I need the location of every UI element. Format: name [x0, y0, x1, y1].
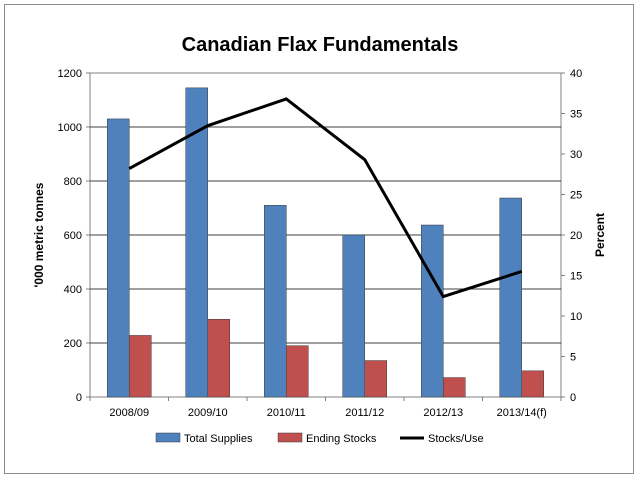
bars — [107, 87, 544, 398]
y2-tick-label: 5 — [570, 352, 576, 364]
y-tick-label: 600 — [64, 230, 82, 242]
chart-title: Canadian Flax Fundamentals — [182, 34, 459, 56]
x-tick-label: 2009/10 — [188, 407, 228, 419]
total-supplies-bar — [421, 224, 444, 398]
y2-axis-title: Percent — [593, 213, 607, 257]
tick-labels: 0 200 400 600 800 1000 1200 0 5 10 15 20 25 30 35 40 200… — [58, 68, 583, 419]
y-tick-label: 0 — [76, 392, 82, 404]
legend-label: Stocks/Use — [428, 433, 484, 445]
stocks-use-line-path — [128, 97, 523, 299]
y2-tick-label: 25 — [570, 190, 582, 202]
total-supplies-bar — [264, 205, 287, 398]
total-supplies-bar — [342, 234, 365, 398]
x-tick-label: 2013/14(f) — [497, 407, 547, 419]
legend-swatch — [277, 432, 303, 443]
ending-stocks-bar — [443, 377, 466, 398]
ending-stocks-bar — [129, 335, 152, 398]
total-supplies-bar — [107, 118, 130, 398]
stocks-use-line — [128, 97, 523, 299]
ending-stocks-bar — [286, 345, 309, 398]
y2-tick-label: 10 — [570, 311, 582, 323]
y2-tick-label: 20 — [570, 230, 582, 242]
x-tick-label: 2010/11 — [267, 407, 306, 419]
total-supplies-bar — [185, 87, 208, 398]
legend: Total Supplies Ending Stocks Stocks/Use — [155, 432, 484, 445]
ending-stocks-bar — [364, 360, 387, 398]
legend-label: Ending Stocks — [306, 433, 377, 445]
total-supplies-bar — [499, 197, 522, 398]
y-tick-label: 800 — [64, 176, 82, 188]
y-tick-label: 1000 — [58, 122, 82, 134]
y2-tick-label: 15 — [570, 271, 582, 283]
x-tick-label: 2012/13 — [423, 407, 463, 419]
legend-swatch — [155, 432, 181, 443]
x-tick-label: 2008/09 — [109, 407, 149, 419]
x-tick-label: 2011/12 — [345, 407, 384, 419]
legend-label: Total Supplies — [184, 433, 253, 445]
y2-tick-label: 40 — [570, 68, 582, 80]
y2-tick-label: 0 — [570, 392, 576, 404]
axes — [86, 72, 565, 401]
ending-stocks-bar — [521, 370, 544, 398]
y-tick-label: 200 — [64, 338, 82, 350]
gridlines — [89, 72, 562, 398]
y2-tick-label: 30 — [570, 149, 582, 161]
ending-stocks-bar — [207, 318, 230, 398]
y-axis-title: '000 metric tonnes — [32, 182, 46, 287]
y2-tick-label: 35 — [570, 109, 582, 121]
y-tick-label: 400 — [64, 284, 82, 296]
y-tick-label: 1200 — [58, 68, 82, 80]
